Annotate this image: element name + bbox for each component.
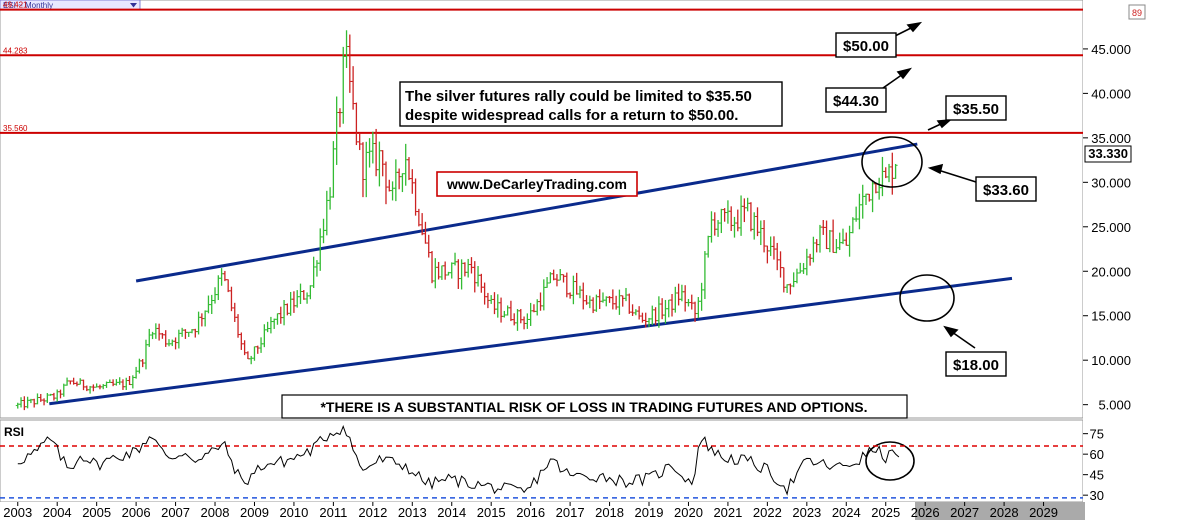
rsi-tick-label: 45 xyxy=(1090,468,1104,483)
label-33: $33.60 xyxy=(983,182,1029,199)
price-tick-label: 30.000 xyxy=(1091,175,1131,190)
year-tick-label: 2029 xyxy=(1029,505,1058,520)
rsi-axis: 30 45 60 75 xyxy=(1083,427,1104,503)
year-tick-label: 2025 xyxy=(871,505,900,520)
last-price-box xyxy=(1084,145,1132,163)
price-tick-label: 5.000 xyxy=(1098,398,1131,413)
rsi-label: RSI xyxy=(4,425,24,439)
last-price-label: 33.330 xyxy=(1088,146,1128,161)
arrow-18-head xyxy=(943,325,959,338)
year-tick-label: 2017 xyxy=(556,505,585,520)
year-tick-label: 2010 xyxy=(279,505,308,520)
label-44: $44.30 xyxy=(833,93,879,110)
label-44-box xyxy=(825,87,887,113)
resistance-label: 49.421 xyxy=(3,1,28,10)
chevron-down-icon[interactable] xyxy=(130,3,137,8)
year-tick-label: 2015 xyxy=(477,505,506,520)
year-tick-label: 2022 xyxy=(753,505,782,520)
year-tick-label: 2024 xyxy=(832,505,861,520)
headline-line2: despite widespread calls for a return to… xyxy=(405,107,738,124)
label-35-box xyxy=(945,95,1007,121)
year-tick-label: 2003 xyxy=(3,505,32,520)
headline-box xyxy=(399,81,783,127)
year-tick-label: 2016 xyxy=(516,505,545,520)
year-tick-label: 2027 xyxy=(950,505,979,520)
year-tick-label: 2008 xyxy=(201,505,230,520)
year-axis: 2003 2004 2005 2006 2007 2008 2009 2010 2011 2012… xyxy=(3,502,1058,520)
rsi-tick-label: 75 xyxy=(1090,427,1104,442)
top-right-badge: 89 xyxy=(1132,8,1142,18)
arrows xyxy=(882,21,977,349)
year-tick-label: 2014 xyxy=(437,505,466,520)
top-right-badge-box xyxy=(1128,4,1146,20)
symbol-label: ESI ~ Monthly xyxy=(3,1,53,10)
price-axis-panel xyxy=(1083,0,1200,502)
future-years-band xyxy=(915,502,1085,520)
price-tick-label: 15.000 xyxy=(1091,309,1131,324)
label-18: $18.00 xyxy=(953,357,999,374)
price-tick-label: 40.000 xyxy=(1091,86,1131,101)
year-tick-label: 2013 xyxy=(398,505,427,520)
arrow-50-head xyxy=(906,21,923,33)
trendline xyxy=(135,142,918,283)
resistance-label: 35.560 xyxy=(3,124,28,133)
resistance-label: 44.283 xyxy=(3,46,28,55)
year-tick-label: 2026 xyxy=(911,505,940,520)
disclaimer-text: *THERE IS A SUBSTANTIAL RISK OF LOSS IN … xyxy=(320,399,867,415)
year-tick-label: 2007 xyxy=(161,505,190,520)
year-tick-label: 2005 xyxy=(82,505,111,520)
year-tick-label: 2019 xyxy=(635,505,664,520)
circle-lower-annotation xyxy=(899,274,955,322)
headline-line1: The silver futures rally could be limite… xyxy=(405,88,752,105)
label-50-box xyxy=(835,32,897,58)
price-tick-label: 35.000 xyxy=(1091,131,1131,146)
circle-rsi-annotation xyxy=(865,441,915,481)
x-axis-band xyxy=(0,502,1200,520)
resistance-lines: 49.421 44.283 35.560 xyxy=(0,1,1083,134)
rsi-panel-frame xyxy=(0,419,1084,503)
rsi-levels xyxy=(0,445,1083,499)
year-tick-label: 2009 xyxy=(240,505,269,520)
circle-top-annotation xyxy=(861,136,923,188)
label-35: $35.50 xyxy=(953,101,999,118)
year-tick-label: 2028 xyxy=(990,505,1019,520)
disclaimer-box xyxy=(281,394,908,419)
label-50: $50.00 xyxy=(843,38,889,55)
price-tick-label: 10.000 xyxy=(1091,353,1131,368)
year-tick-label: 2021 xyxy=(713,505,742,520)
arrow-44-head xyxy=(896,67,913,80)
price-tick-label: 45.000 xyxy=(1091,42,1131,57)
price-axis: 5.000 10.000 15.000 20.000 25.000 30.000 35.00… xyxy=(1083,42,1131,413)
arrow-35-head xyxy=(936,119,953,129)
price-tick-label: 25.000 xyxy=(1091,220,1131,235)
rsi-tick-label: 30 xyxy=(1090,488,1104,503)
price-bars xyxy=(15,30,898,411)
label-18-box xyxy=(945,351,1007,377)
arrow-33 xyxy=(937,169,977,183)
website-box xyxy=(436,171,638,197)
label-33-box xyxy=(975,176,1037,202)
year-tick-label: 2020 xyxy=(674,505,703,520)
arrow-18 xyxy=(951,331,976,349)
year-tick-label: 2023 xyxy=(792,505,821,520)
year-tick-label: 2018 xyxy=(595,505,624,520)
price-tick-label: 20.000 xyxy=(1091,264,1131,279)
year-tick-label: 2011 xyxy=(319,505,347,520)
year-tick-label: 2004 xyxy=(43,505,72,520)
website-link[interactable]: www.DeCarleyTrading.com xyxy=(446,176,627,192)
rsi-tick-label: 60 xyxy=(1090,447,1104,462)
trendlines xyxy=(49,142,1013,406)
trendline xyxy=(49,276,1013,406)
year-tick-label: 2006 xyxy=(122,505,151,520)
year-tick-label: 2012 xyxy=(358,505,387,520)
arrow-44 xyxy=(882,73,904,89)
arrow-33-head xyxy=(927,163,944,175)
rsi-line xyxy=(17,424,900,496)
